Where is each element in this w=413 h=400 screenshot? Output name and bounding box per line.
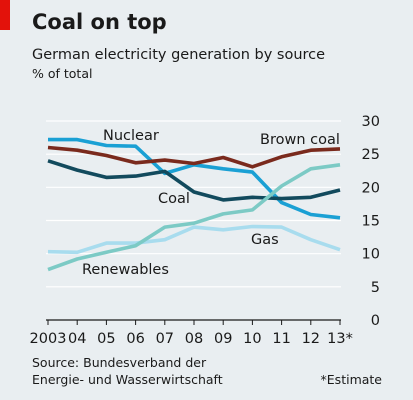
series-line-gas bbox=[47, 224, 341, 255]
source-line-2: Energie- und Wasserwirtschaft bbox=[32, 372, 223, 387]
x-tick-label-2010: 10 bbox=[243, 331, 261, 347]
series-lines bbox=[47, 137, 341, 272]
red-accent-bar bbox=[0, 0, 10, 30]
x-tick-label-2008: 08 bbox=[185, 331, 203, 347]
x-tick-label-2009: 09 bbox=[214, 331, 232, 347]
series-label-brown-coal: Brown coal bbox=[260, 132, 340, 148]
y-tick-label-30: 30 bbox=[362, 114, 380, 130]
y-tick-label-5: 5 bbox=[371, 280, 380, 296]
chart-title: Coal on top bbox=[32, 10, 167, 34]
y-tick-label-25: 25 bbox=[362, 147, 380, 163]
x-tick-label-2011: 11 bbox=[272, 331, 290, 347]
series-labels: Nuclear Brown coal Coal Gas Renewables bbox=[82, 128, 340, 278]
x-tick-label-2003: 2003 bbox=[30, 331, 67, 347]
y-tick-label-10: 10 bbox=[362, 247, 380, 263]
y-tick-label-20: 20 bbox=[362, 180, 380, 196]
source-line-1: Source: Bundesverband der bbox=[32, 355, 207, 370]
x-tick-label-2006: 06 bbox=[126, 331, 144, 347]
series-label-gas: Gas bbox=[251, 232, 279, 248]
unit-label: % of total bbox=[32, 66, 92, 81]
x-tick-label-2007: 07 bbox=[156, 331, 174, 347]
series-label-renewables: Renewables bbox=[82, 262, 169, 278]
x-tick-label-2005: 05 bbox=[97, 331, 115, 347]
series-line-brown-coal bbox=[47, 145, 341, 169]
series-label-nuclear: Nuclear bbox=[103, 128, 159, 144]
chart-subtitle: German electricity generation by source bbox=[32, 47, 325, 63]
series-line-renewables bbox=[47, 163, 341, 272]
x-tick-label-2004: 04 bbox=[68, 331, 86, 347]
x-tick-label-2013: 13* bbox=[327, 331, 353, 347]
footnote-estimate: *Estimate bbox=[321, 372, 383, 387]
x-tick-label-2012: 12 bbox=[302, 331, 320, 347]
series-label-coal: Coal bbox=[158, 191, 190, 207]
y-tick-label-15: 15 bbox=[362, 214, 380, 230]
series-line-coal bbox=[47, 159, 341, 202]
y-tick-label-0: 0 bbox=[371, 313, 380, 329]
